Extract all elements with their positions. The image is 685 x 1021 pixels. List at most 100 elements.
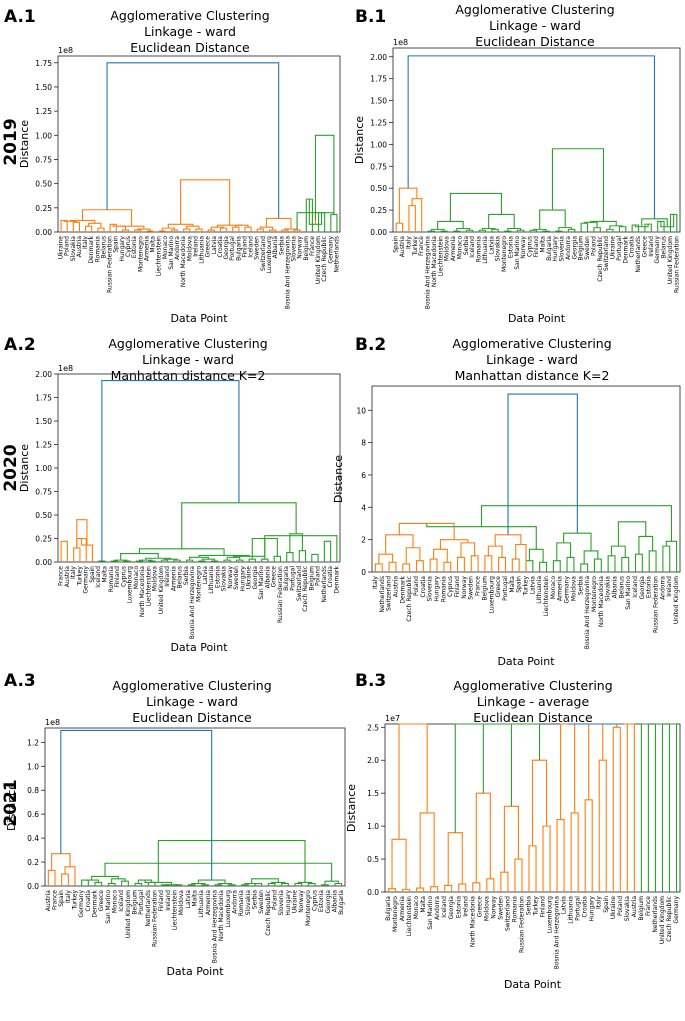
plot-frame [57,55,341,233]
leaf-label: Turkey [533,896,540,917]
dendrogram-link [374,563,383,572]
dendrogram-link [195,228,203,232]
dendrogram-link [609,225,624,230]
leaf-label: Croatia [420,576,427,598]
dendrogram-link [289,533,303,553]
dendrogram-link [475,792,491,883]
leaf-label: Denmark [92,889,99,917]
leaf-label: Croatia [327,566,334,588]
leaf-label: Moldova [483,896,490,922]
dendrogram-link [580,563,589,572]
y-tick-label: 1.0 [367,822,379,831]
dendrogram-link [648,550,657,572]
leaf-label: Sweden [468,576,475,600]
leaf-label: Georgia [448,896,455,920]
leaf-label: Belgium [481,576,488,601]
dendrogram-link [444,884,453,892]
leaf-label: Russian Federation [152,890,159,947]
leaf-label: Slovakia [624,896,631,922]
dendrogram-link [248,558,256,562]
leaf-label: Ukraine [610,236,617,259]
leaf-label: Finland [241,236,248,258]
y-tick-label: 0.50 [35,511,52,520]
leaf-label: Ukraine [58,236,65,259]
dendrogram-link [85,225,93,232]
leaf-label: Croatia [217,236,224,258]
y-tick-label: 1.2 [27,738,39,747]
leaf-label: Cyprus [120,566,127,587]
y-tick-label: 1.50 [35,83,52,92]
leaf-label: Germany [673,896,680,924]
leaf-label: Cyprus [125,236,132,257]
leaf-label: Monaco [162,236,169,260]
leaf-label: Montenegro [501,236,508,272]
leaf-label: North Macedonia [218,890,225,941]
leaf-label: Switzerland [296,566,303,601]
leaf-label: Portugal [616,236,623,261]
leaf-label: Austria [631,896,638,918]
dendrogram-link [528,845,537,892]
dendrogram-link [298,550,307,562]
leaf-label: Czech Republic [597,236,604,282]
leaf-label: United Kingdom [125,890,132,938]
leaf-label: Poland [272,890,279,910]
y-tick-label: 0.50 [35,180,52,189]
leaf-label: Finland [158,890,165,912]
dendrogram-link [426,523,537,550]
leaf-label: North Macedonia [180,236,187,287]
dendrogram-link [583,550,599,564]
leaf-label: Finland [454,576,461,598]
dendrogram-link [286,552,294,562]
leaf-label: Andorra [174,236,181,260]
dendrogram-link [219,227,228,232]
leaf-label: Netherlands [145,890,152,927]
leaf-label: Lithuania [536,576,543,604]
y-tick-label: 0.0 [27,882,39,891]
dendrogram-link [531,759,548,846]
dendrogram-link [104,862,333,882]
dendrogram-link [186,225,200,230]
dendrogram-link [60,540,68,562]
leaf-label: Hungary [285,890,292,916]
dendrogram-link [631,224,640,232]
leaf-label: Greece [205,236,212,258]
leaf-label: Greece [271,566,278,588]
dendrogram-link [157,839,306,883]
dendrogram-link [273,555,282,562]
chart-title-line: Agglomerative Clustering [452,336,611,351]
leaf-label: Netherlands [379,576,386,613]
leaf-label: Poland [315,566,322,586]
leaf-label: France [645,896,652,916]
dendrogram-link [555,230,563,232]
leaf-label: Bosnia And Herzegovina [189,566,196,640]
leaf-label: Montenegro [137,236,144,272]
leaf-label: Cyprus [312,890,319,911]
leaf-label: Armenia [170,566,177,591]
leaf-label: Ukraine [292,890,299,913]
dendrogram-link [611,545,626,558]
dendrogram-link [669,213,678,232]
leaf-label: Belarus [100,236,107,259]
y-tick-label: 0.00 [370,228,387,237]
y-tick-label: 2 [361,536,366,545]
leaf-label: San Marino [625,576,632,610]
leaf-label: Armenia [399,896,406,921]
leaf-label: Belarus [661,236,668,259]
leaf-label: Latvia [202,566,209,585]
dendrogram-link [146,230,154,232]
dendrogram-link [138,548,225,556]
leaf-label: Sweden [233,566,240,590]
leaf-label: Greece [98,890,105,912]
leaf-label: Norway [227,566,234,589]
chart-title-line: Euclidean Distance [130,40,250,55]
dendrogram-link [387,888,397,892]
leaf-label: Austria [399,236,406,258]
leaf-label: Romania [108,566,115,593]
leaf-label: Sweden [254,236,261,260]
dendrogram-link [385,534,414,555]
leaf-label: Turkey [76,566,83,587]
leaf-label: Germany [327,236,334,264]
dendrogram-link [626,723,635,892]
